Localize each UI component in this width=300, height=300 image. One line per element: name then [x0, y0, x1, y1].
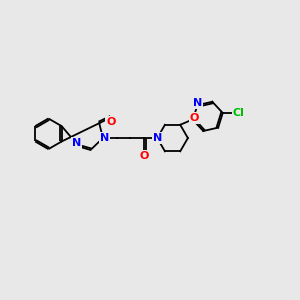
Text: N: N: [193, 98, 203, 108]
Text: N: N: [100, 133, 109, 143]
Text: N: N: [153, 133, 162, 143]
Text: O: O: [106, 117, 116, 127]
Text: N: N: [72, 138, 81, 148]
Text: Cl: Cl: [232, 108, 244, 118]
Text: O: O: [190, 113, 199, 123]
Text: O: O: [140, 151, 149, 161]
